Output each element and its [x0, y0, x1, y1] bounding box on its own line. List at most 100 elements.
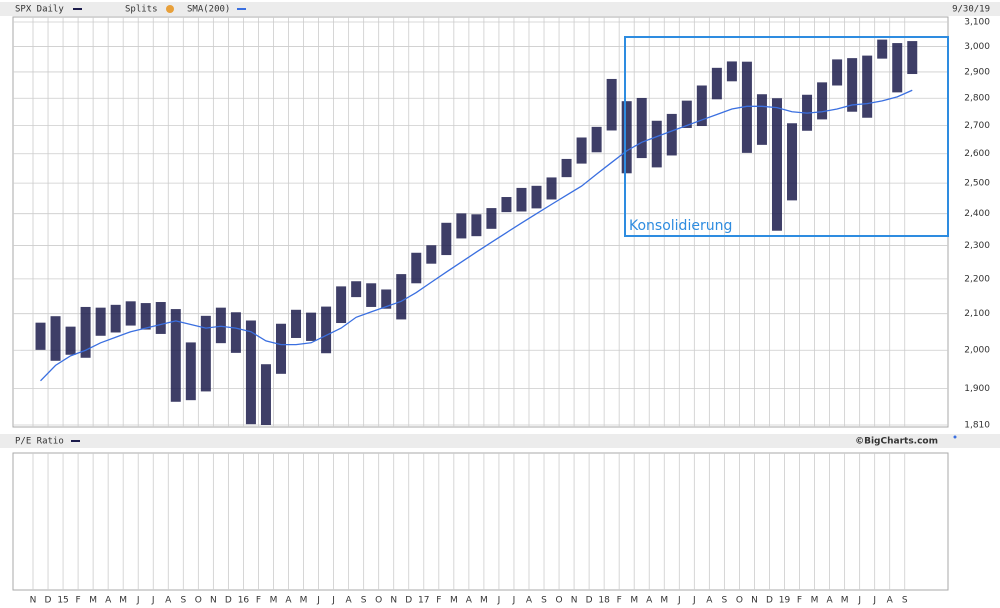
- y-tick-label: 3,100: [964, 18, 990, 28]
- lower-header-bar: [0, 434, 1000, 448]
- x-tick-label: J: [497, 596, 501, 606]
- price-range-bar: [291, 309, 302, 338]
- x-tick-label: M: [89, 596, 97, 606]
- price-range-bar: [877, 39, 888, 59]
- x-tick-label: M: [270, 596, 278, 606]
- x-tick-label: A: [165, 596, 172, 606]
- price-range-bar: [50, 316, 61, 361]
- source-label: ©BigCharts.com: [855, 437, 938, 447]
- price-range-bar: [486, 208, 497, 229]
- price-range-bar: [561, 158, 572, 178]
- x-tick-label: J: [331, 596, 335, 606]
- price-range-bar: [862, 55, 873, 118]
- price-range-bar: [501, 197, 512, 213]
- price-range-bar: [576, 137, 587, 164]
- y-tick-label: 2,300: [964, 241, 990, 251]
- price-range-bar: [531, 185, 542, 209]
- price-range-bar: [245, 320, 256, 425]
- y-tick-label: 1,900: [964, 384, 990, 394]
- y-tick-label: 3,000: [964, 42, 990, 52]
- x-tick-label: J: [692, 596, 696, 606]
- x-tick-label: 16: [238, 596, 250, 606]
- x-tick-label: N: [751, 596, 758, 606]
- x-tick-label: M: [119, 596, 127, 606]
- price-range-bar: [321, 306, 332, 354]
- x-tick-label: N: [210, 596, 217, 606]
- x-tick-label: F: [75, 596, 80, 606]
- x-tick-label: 19: [779, 596, 791, 606]
- sma-line: [40, 89, 913, 382]
- x-tick-label: J: [136, 596, 140, 606]
- annotation: Konsolidierung: [629, 218, 732, 234]
- x-tick-label: D: [586, 596, 593, 606]
- y-tick-label: 2,200: [964, 274, 990, 284]
- price-range-bar: [366, 283, 377, 307]
- price-range-bar: [200, 315, 211, 392]
- x-tick-label: S: [180, 596, 186, 606]
- price-range-bar: [591, 126, 602, 153]
- y-tick-label: 2,000: [964, 346, 990, 356]
- price-range-bar: [892, 43, 903, 93]
- y-tick-label: 2,500: [964, 179, 990, 189]
- price-range-bar: [787, 123, 798, 201]
- y-tick-label: 2,700: [964, 121, 990, 131]
- x-tick-label: M: [630, 596, 638, 606]
- price-range-bar: [110, 304, 121, 333]
- x-tick-label: D: [766, 596, 773, 606]
- price-range-bar: [396, 274, 407, 320]
- lower-panel-title: P/E Ratio: [15, 437, 64, 447]
- x-tick-label: N: [390, 596, 397, 606]
- x-tick-label: M: [660, 596, 668, 606]
- annotation-box: [624, 36, 949, 237]
- x-tick-label: J: [872, 596, 876, 606]
- date-label: 9/30/19: [952, 5, 990, 15]
- x-tick-label: J: [677, 596, 681, 606]
- x-tick-label: F: [797, 596, 802, 606]
- price-range-bar: [65, 326, 76, 355]
- price-range-bar: [170, 309, 181, 402]
- price-range-bar: [756, 94, 767, 145]
- x-tick-label: D: [45, 596, 52, 606]
- price-range-bar: [426, 245, 437, 264]
- price-range-bar: [140, 303, 151, 330]
- x-tick-label: O: [195, 596, 202, 606]
- price-range-bar: [456, 213, 467, 239]
- x-tick-label: 18: [598, 596, 610, 606]
- price-range-bar: [606, 78, 617, 131]
- x-tick-label: S: [541, 596, 547, 606]
- price-range-bar: [817, 82, 828, 120]
- price-range-bar: [95, 307, 106, 336]
- price-range-bar: [696, 85, 707, 127]
- x-tick-label: J: [857, 596, 861, 606]
- x-tick-label: A: [887, 596, 894, 606]
- x-tick-label: A: [706, 596, 713, 606]
- x-tick-label: A: [285, 596, 292, 606]
- price-range-bar: [621, 101, 632, 174]
- x-tick-label: D: [405, 596, 412, 606]
- price-range-bar: [260, 364, 271, 425]
- price-range-bar: [546, 177, 557, 200]
- price-range-bar: [681, 100, 692, 128]
- price-range-bar: [185, 342, 196, 401]
- x-tick-label: M: [480, 596, 488, 606]
- y-tick-label: 2,600: [964, 149, 990, 159]
- x-tick-label: N: [571, 596, 578, 606]
- x-tick-label: M: [300, 596, 308, 606]
- price-range-bar: [471, 214, 482, 237]
- x-tick-label: F: [256, 596, 261, 606]
- x-tick-label: A: [526, 596, 533, 606]
- price-range-bar: [771, 98, 782, 231]
- x-tick-label: O: [736, 596, 743, 606]
- price-range-bar: [832, 59, 843, 86]
- price-range-bar: [381, 289, 392, 309]
- dot: [953, 435, 957, 439]
- price-range-bar: [306, 312, 317, 341]
- x-tick-label: N: [30, 596, 37, 606]
- price-range-bar: [666, 113, 677, 156]
- header-bar: [0, 2, 1000, 16]
- x-tick-label: O: [556, 596, 563, 606]
- splits-icon: [166, 5, 174, 13]
- x-tick-label: A: [105, 596, 112, 606]
- price-range-bar: [80, 306, 91, 358]
- price-range-bar: [741, 61, 752, 153]
